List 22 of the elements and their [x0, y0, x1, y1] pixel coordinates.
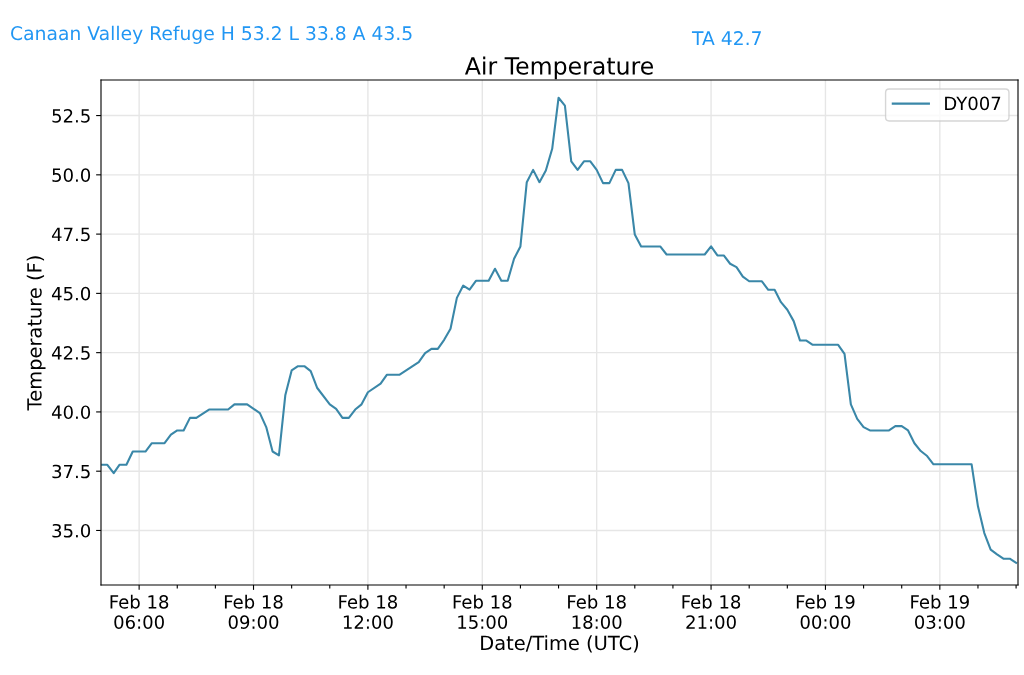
y-tick-label: 47.5 [51, 227, 90, 242]
x-tick-label: Feb 18 21:00 [682, 594, 741, 629]
chart-title: Air Temperature [464, 56, 653, 80]
y-axis-title: Temperature (F) [26, 256, 46, 411]
x-tick-label: Feb 18 12:00 [339, 594, 397, 629]
y-tick-label: 52.5 [52, 109, 90, 123]
y-tick-label: 45.0 [51, 286, 91, 301]
x-tick-label: Feb 18 18:00 [568, 594, 626, 629]
y-tick-label: 35.0 [52, 523, 91, 538]
y-tick-label: 40.0 [51, 405, 91, 420]
text: TA 42.7 [691, 31, 761, 45]
x-axis-title: Date/Time (UTC) [481, 635, 639, 653]
x-tick-label: Feb 19 03:00 [911, 594, 969, 629]
text: Canaan Valley Refuge H 53.2 L 33.8 A 43.5 [11, 25, 412, 44]
y-tick-label: 50.0 [52, 168, 91, 182]
x-tick-label: Feb 19 00:00 [796, 594, 855, 629]
x-tick-label: Feb 18 09:00 [224, 594, 283, 629]
y-tick-label: 37.5 [52, 464, 90, 479]
x-tick-label: Feb 18 06:00 [110, 594, 169, 629]
legend-label: DY007 [945, 96, 1001, 111]
y-tick-label: 42.5 [51, 346, 90, 360]
x-tick-label: Feb 18 15:00 [453, 594, 512, 629]
